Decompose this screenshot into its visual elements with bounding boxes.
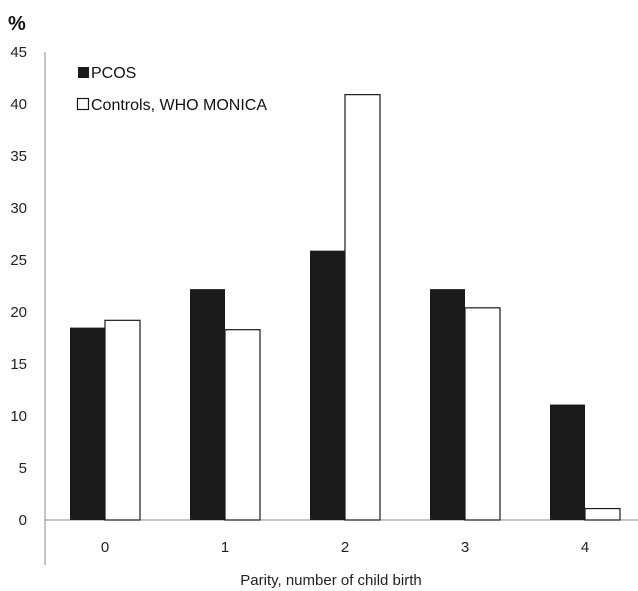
x-tick-label: 1 bbox=[221, 539, 229, 556]
bar-controls-3 bbox=[464, 307, 501, 521]
bar-pcos-1 bbox=[190, 289, 225, 520]
bar-controls-4 bbox=[584, 507, 621, 521]
legend-swatch-controls bbox=[76, 97, 90, 111]
y-tick-label: 0 bbox=[19, 512, 27, 529]
x-tick-label: 3 bbox=[461, 539, 469, 556]
bar-controls-2 bbox=[344, 94, 381, 521]
y-axis-unit: % bbox=[8, 13, 26, 35]
y-tick-label: 35 bbox=[10, 148, 27, 165]
x-tick-label: 4 bbox=[581, 539, 589, 556]
bar-controls-0 bbox=[104, 319, 141, 521]
bars bbox=[70, 94, 621, 521]
x-tick-label: 0 bbox=[101, 539, 109, 556]
legend-label-pcos: PCOS bbox=[91, 65, 136, 82]
bar-pcos-4 bbox=[550, 404, 585, 520]
y-tick-label: 5 bbox=[19, 460, 27, 477]
y-tick-label: 10 bbox=[10, 408, 27, 425]
bar-controls-1 bbox=[224, 329, 261, 521]
legend-label-controls: Controls, WHO MONICA bbox=[91, 97, 267, 114]
y-axis: 0 5 10 15 20 25 30 35 40 45 bbox=[10, 44, 46, 565]
x-axis: 0 1 2 3 4 bbox=[45, 519, 638, 556]
y-tick-label: 25 bbox=[10, 252, 27, 269]
y-tick-label: 30 bbox=[10, 200, 27, 217]
y-tick-label: 40 bbox=[10, 96, 27, 113]
legend: PCOS Controls, WHO MONICA bbox=[76, 65, 267, 114]
legend-swatch-pcos bbox=[78, 67, 89, 78]
y-tick-label: 45 bbox=[10, 44, 27, 61]
x-tick-label: 2 bbox=[341, 539, 349, 556]
y-tick-label: 15 bbox=[10, 356, 27, 373]
x-axis-title: Parity, number of child birth bbox=[240, 572, 421, 589]
bar-pcos-2 bbox=[310, 250, 345, 520]
bar-pcos-0 bbox=[70, 327, 105, 520]
y-tick-label: 20 bbox=[10, 304, 27, 321]
bar-pcos-3 bbox=[430, 289, 465, 520]
